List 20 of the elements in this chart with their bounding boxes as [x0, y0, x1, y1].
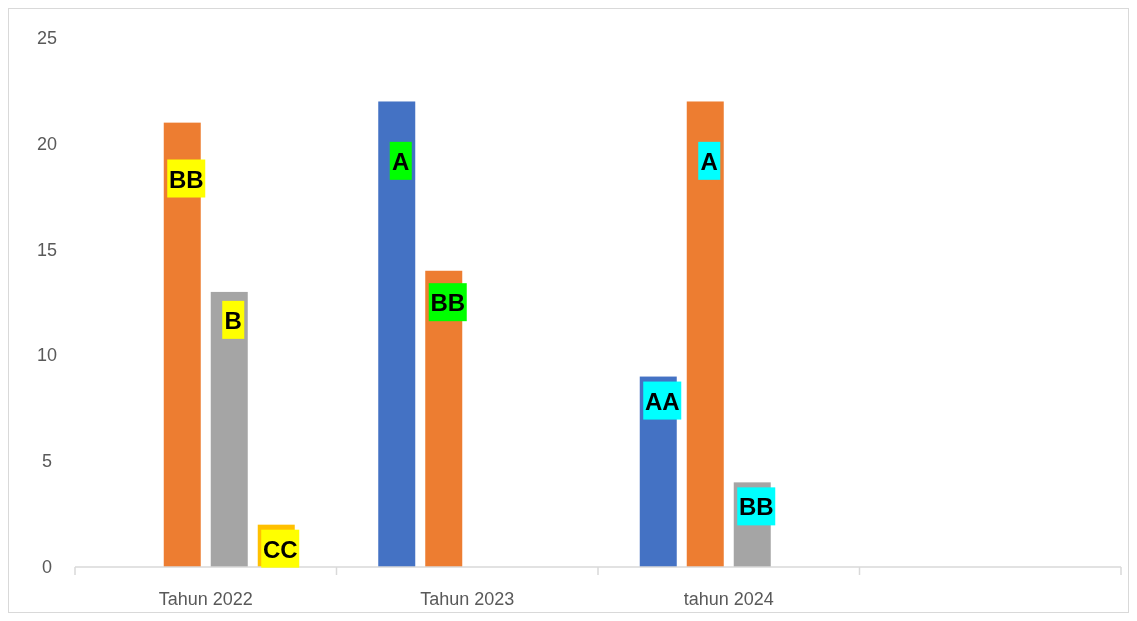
data-label: CC [262, 535, 298, 563]
y-tick-label: 20 [36, 133, 58, 154]
data-label: AA [644, 387, 680, 415]
y-tick-label: 10 [36, 345, 58, 366]
x-tick-label: tahun 2024 [683, 589, 774, 609]
bar [378, 101, 416, 567]
y-tick-label: 15 [36, 239, 58, 260]
bar [686, 101, 724, 567]
data-label: B [224, 306, 242, 334]
data-label: BB [738, 493, 774, 521]
x-tick-label: Tahun 2023 [420, 589, 515, 609]
y-tick-label: 0 [41, 557, 53, 577]
data-label: A [700, 147, 718, 175]
y-tick-label: 5 [41, 451, 53, 472]
x-tick-label: Tahun 2022 [158, 589, 253, 609]
bar [210, 291, 248, 567]
data-label: A [392, 147, 410, 175]
y-tick-label: 25 [36, 28, 58, 48]
data-label: BB [430, 289, 466, 317]
data-label: BB [168, 165, 204, 193]
